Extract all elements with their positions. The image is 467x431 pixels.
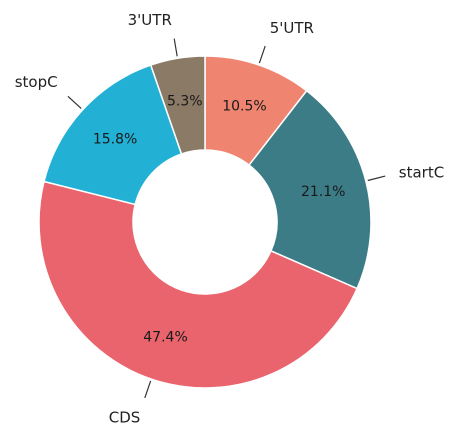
leaders-layer bbox=[67, 38, 386, 399]
category-label-5-utr: 5'UTR bbox=[270, 19, 314, 37]
leader-line-cds bbox=[144, 380, 152, 399]
leader-line-3-utr bbox=[173, 38, 178, 57]
leader-line-stopc bbox=[67, 95, 82, 109]
percent-label-startc: 21.1% bbox=[301, 184, 345, 200]
percent-label-cds: 47.4% bbox=[143, 329, 187, 345]
category-label-startc: startC bbox=[399, 164, 444, 182]
percent-label-5-utr: 10.5% bbox=[222, 99, 266, 115]
percent-label-3-utr: 5.3% bbox=[167, 94, 203, 110]
slice-cds bbox=[38, 180, 359, 389]
slice-startc bbox=[248, 89, 372, 290]
slice-stopc bbox=[43, 64, 183, 206]
category-label-cds: CDS bbox=[109, 408, 141, 426]
percent-label-stopc: 15.8% bbox=[93, 132, 137, 148]
percent-labels-layer: 10.5% 21.1% 47.4% 15.8% 5.3% bbox=[93, 94, 346, 346]
slices-layer bbox=[38, 55, 372, 389]
leader-line-5-utr bbox=[258, 45, 266, 64]
slice-3-utr bbox=[149, 55, 206, 155]
category-label-3-utr: 3'UTR bbox=[128, 11, 172, 29]
category-label-stopc: stopC bbox=[15, 73, 58, 91]
leader-line-startc bbox=[367, 175, 386, 182]
category-labels-layer: 5'UTR startC CDS stopC 3'UTR bbox=[15, 11, 444, 427]
